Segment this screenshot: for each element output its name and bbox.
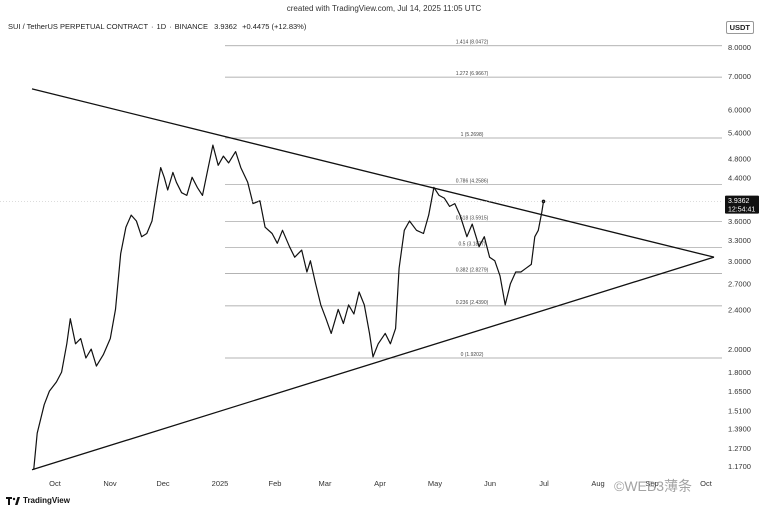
x-tick-label: May: [428, 479, 442, 488]
x-tick-label: Oct: [49, 479, 62, 488]
y-tick-label: 2.7000: [728, 280, 751, 289]
fib-level-label: 1.272 (6.9667): [456, 71, 489, 77]
x-tick-label: 2025: [212, 479, 229, 488]
y-tick-label: 3.3000: [728, 236, 751, 245]
y-tick-label: 1.3900: [728, 424, 751, 433]
symbol-name: SUI / TetherUS PERPETUAL CONTRACT: [8, 22, 149, 31]
fib-level-label: 0.382 (2.8279): [456, 268, 489, 274]
x-tick-label: Feb: [269, 479, 282, 488]
fib-level-label: 1.414 (8.0472): [456, 40, 489, 46]
x-tick-label: Mar: [319, 479, 332, 488]
x-axis: Oct Nov Dec 2025 Feb Mar Apr May Jun Jul Aug Sep Oct: [49, 479, 713, 488]
current-price: 3.9362: [214, 22, 238, 31]
last-price-tag: 3.9362 12:54:41: [725, 195, 759, 214]
y-tick-label: 7.0000: [728, 72, 751, 81]
y-tick-label: 8.0000: [728, 43, 751, 52]
lower-trendline[interactable]: [31, 256, 715, 471]
fib-level-label: 0.618 (3.5915): [456, 216, 489, 222]
fib-level-label: 0.786 (4.2586): [456, 178, 489, 184]
x-tick-label: Sep: [645, 479, 658, 488]
y-tick-label: 5.4000: [728, 129, 751, 138]
last-price-tag-box: [725, 195, 759, 214]
tradingview-footer: TradingView: [6, 496, 70, 505]
x-tick-label: Aug: [591, 479, 604, 488]
last-price-value: 3.9362: [728, 198, 750, 205]
y-tick-label: 4.8000: [728, 154, 751, 163]
symbol-header: SUI / TetherUS PERPETUAL CONTRACT · 1D · BIN…: [8, 22, 307, 31]
x-tick-label: Jul: [539, 479, 549, 488]
x-tick-label: Apr: [374, 479, 386, 488]
fib-level-label: 0 (1.9202): [461, 352, 484, 358]
x-tick-label: Jun: [484, 479, 496, 488]
chart-credit: created with TradingView.com, Jul 14, 20…: [286, 4, 482, 13]
y-tick-label: 4.4000: [728, 173, 751, 182]
price-series: [0, 144, 722, 470]
y-tick-label: 2.0000: [728, 345, 751, 354]
tradingview-logo-icon: [6, 496, 20, 505]
price-change: +0.4475 (+12.83%): [242, 22, 307, 31]
fib-level-label: 1 (5.2698): [461, 132, 484, 138]
exchange-name: BINANCE: [174, 22, 208, 31]
y-tick-label: 6.0000: [728, 106, 751, 115]
upper-trendline[interactable]: [31, 88, 715, 258]
y-tick-label: 3.0000: [728, 257, 751, 266]
y-axis: 8.0000 7.0000 6.0000 5.4000 4.8000 4.4000 3.60…: [728, 43, 751, 471]
interval-label[interactable]: 1D: [156, 22, 167, 31]
y-tick-label: 2.4000: [728, 305, 751, 314]
x-tick-label: Oct: [700, 479, 713, 488]
footer-brand: TradingView: [23, 496, 70, 505]
triangle-trendlines: [31, 88, 715, 471]
bar-countdown: 12:54:41: [728, 207, 755, 214]
y-tick-label: 1.2700: [728, 444, 751, 453]
price-line: [33, 144, 545, 470]
y-tick-label: 1.6500: [728, 387, 751, 396]
fib-level-label: 0.5 (3.1877): [459, 242, 486, 248]
currency-badge[interactable]: USDT: [725, 21, 754, 34]
x-tick-label: Nov: [103, 479, 117, 488]
watermark: ©WEB3薄条: [614, 478, 692, 494]
y-tick-label: 1.1700: [728, 462, 751, 471]
fib-level-label: 0.236 (2.4390): [456, 300, 489, 306]
fibonacci-levels: 1.414 (8.0472) 1.272 (6.9667) 1 (5.2698) 0.…: [225, 40, 722, 359]
y-tick-label: 1.5100: [728, 406, 751, 415]
y-tick-label: 3.6000: [728, 217, 751, 226]
y-tick-label: 1.8000: [728, 368, 751, 377]
x-tick-label: Dec: [156, 479, 170, 488]
